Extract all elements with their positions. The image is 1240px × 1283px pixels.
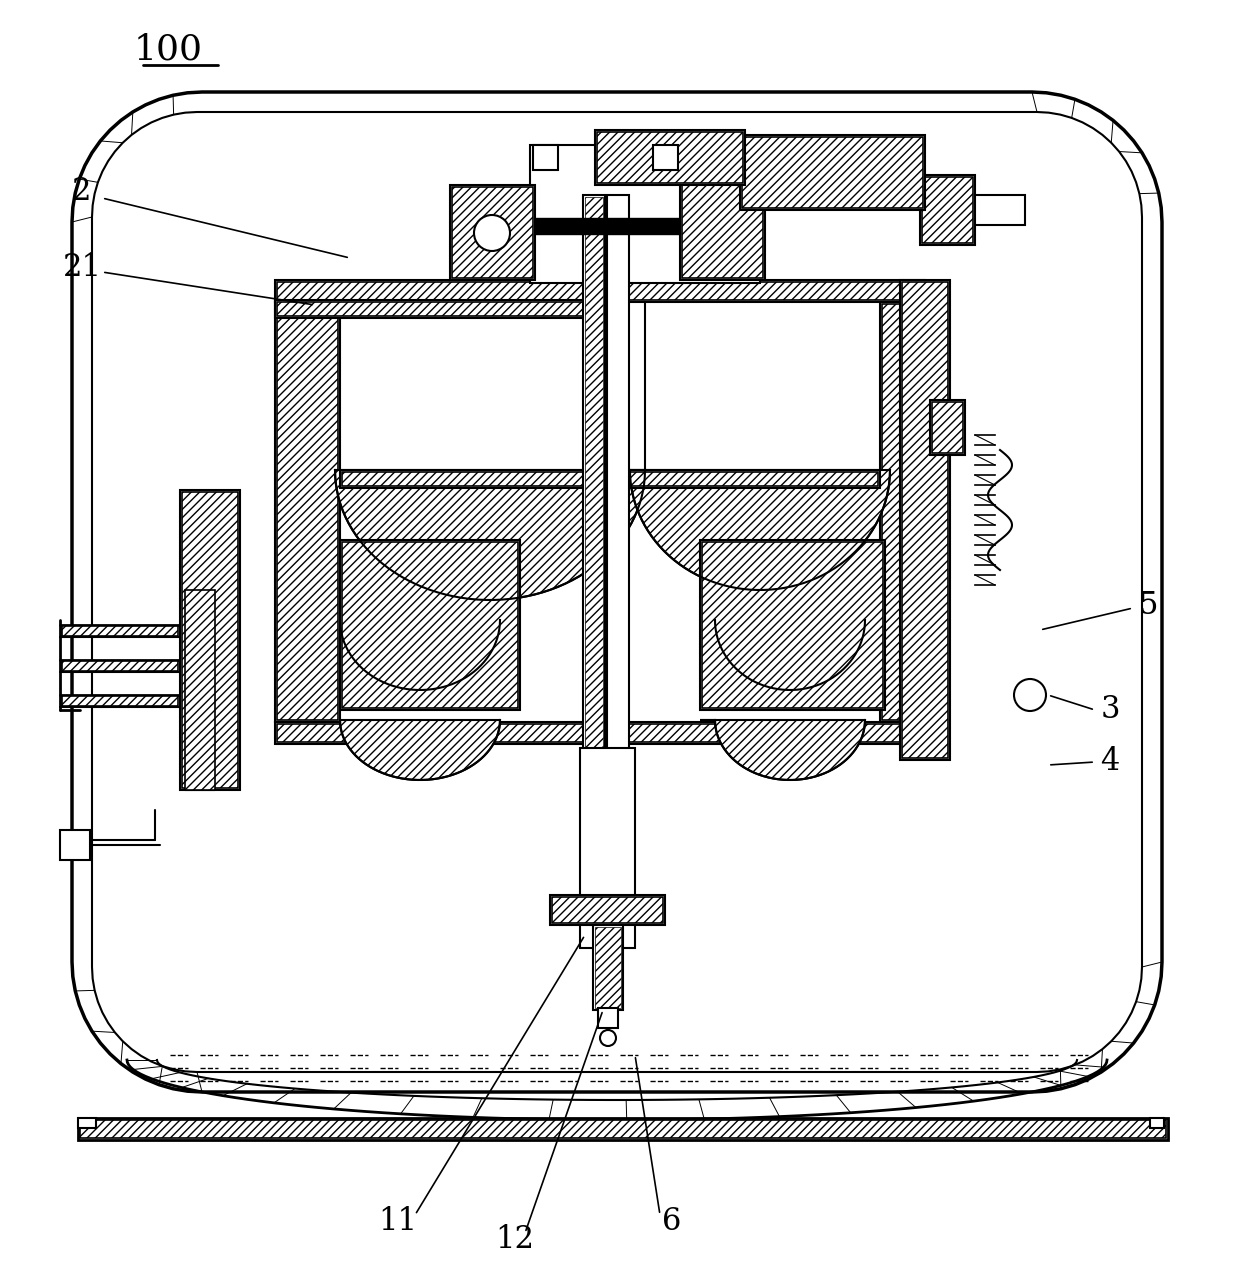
Circle shape (600, 1030, 616, 1046)
Bar (340, 540, 520, 709)
Bar (182, 491, 238, 788)
Bar (701, 540, 885, 709)
Text: 12: 12 (496, 1224, 534, 1256)
Bar (62, 626, 179, 636)
Bar (930, 400, 965, 455)
Bar (882, 304, 942, 720)
Bar (900, 280, 950, 760)
Bar (923, 177, 973, 242)
Bar (180, 490, 241, 790)
Bar (275, 722, 945, 744)
Text: 21: 21 (62, 253, 102, 284)
Bar (551, 896, 665, 925)
Bar (275, 280, 925, 302)
Bar (932, 402, 963, 453)
Bar (595, 130, 745, 185)
Bar (78, 1117, 95, 1128)
Bar (702, 541, 883, 708)
Bar (595, 928, 621, 1008)
Bar (593, 925, 622, 1010)
Bar (653, 145, 678, 171)
Bar (598, 1008, 618, 1028)
Bar (62, 661, 179, 671)
Bar (682, 167, 763, 278)
Bar (277, 282, 923, 300)
Bar (62, 695, 179, 706)
Bar (342, 541, 518, 708)
Text: 3: 3 (1100, 694, 1120, 725)
Bar (608, 195, 629, 896)
Polygon shape (630, 470, 890, 590)
Bar (185, 590, 215, 790)
Bar (533, 145, 558, 171)
Bar (585, 198, 603, 893)
Text: 100: 100 (134, 33, 202, 67)
Bar (453, 187, 533, 278)
Bar (340, 470, 880, 488)
Bar (1149, 1117, 1164, 1128)
Text: 11: 11 (378, 1206, 418, 1238)
Bar (450, 185, 534, 280)
Bar (534, 218, 680, 234)
Polygon shape (701, 720, 866, 780)
Bar (880, 302, 945, 722)
Circle shape (474, 216, 510, 251)
Bar (901, 282, 949, 758)
Bar (342, 472, 878, 486)
Bar (975, 195, 1025, 225)
Bar (920, 174, 975, 245)
Bar (596, 132, 743, 183)
Bar (277, 302, 603, 316)
Circle shape (1014, 679, 1047, 711)
Bar (742, 137, 923, 208)
Bar (583, 195, 605, 896)
Bar (275, 302, 340, 722)
Bar (580, 748, 635, 948)
Bar (529, 145, 760, 284)
Bar (81, 1120, 1166, 1138)
Bar (78, 1117, 1168, 1141)
Text: 5: 5 (1138, 589, 1158, 621)
Polygon shape (92, 112, 1142, 1073)
Text: 2: 2 (72, 177, 92, 208)
Bar (277, 304, 339, 720)
Bar (740, 135, 925, 210)
Bar (680, 166, 765, 280)
Bar (552, 897, 663, 922)
Bar (275, 300, 605, 318)
Text: 4: 4 (1100, 747, 1120, 777)
Polygon shape (72, 92, 1162, 1092)
Polygon shape (335, 470, 645, 600)
Text: 6: 6 (662, 1206, 682, 1238)
Polygon shape (60, 830, 91, 860)
Polygon shape (340, 720, 500, 780)
Bar (277, 724, 942, 742)
